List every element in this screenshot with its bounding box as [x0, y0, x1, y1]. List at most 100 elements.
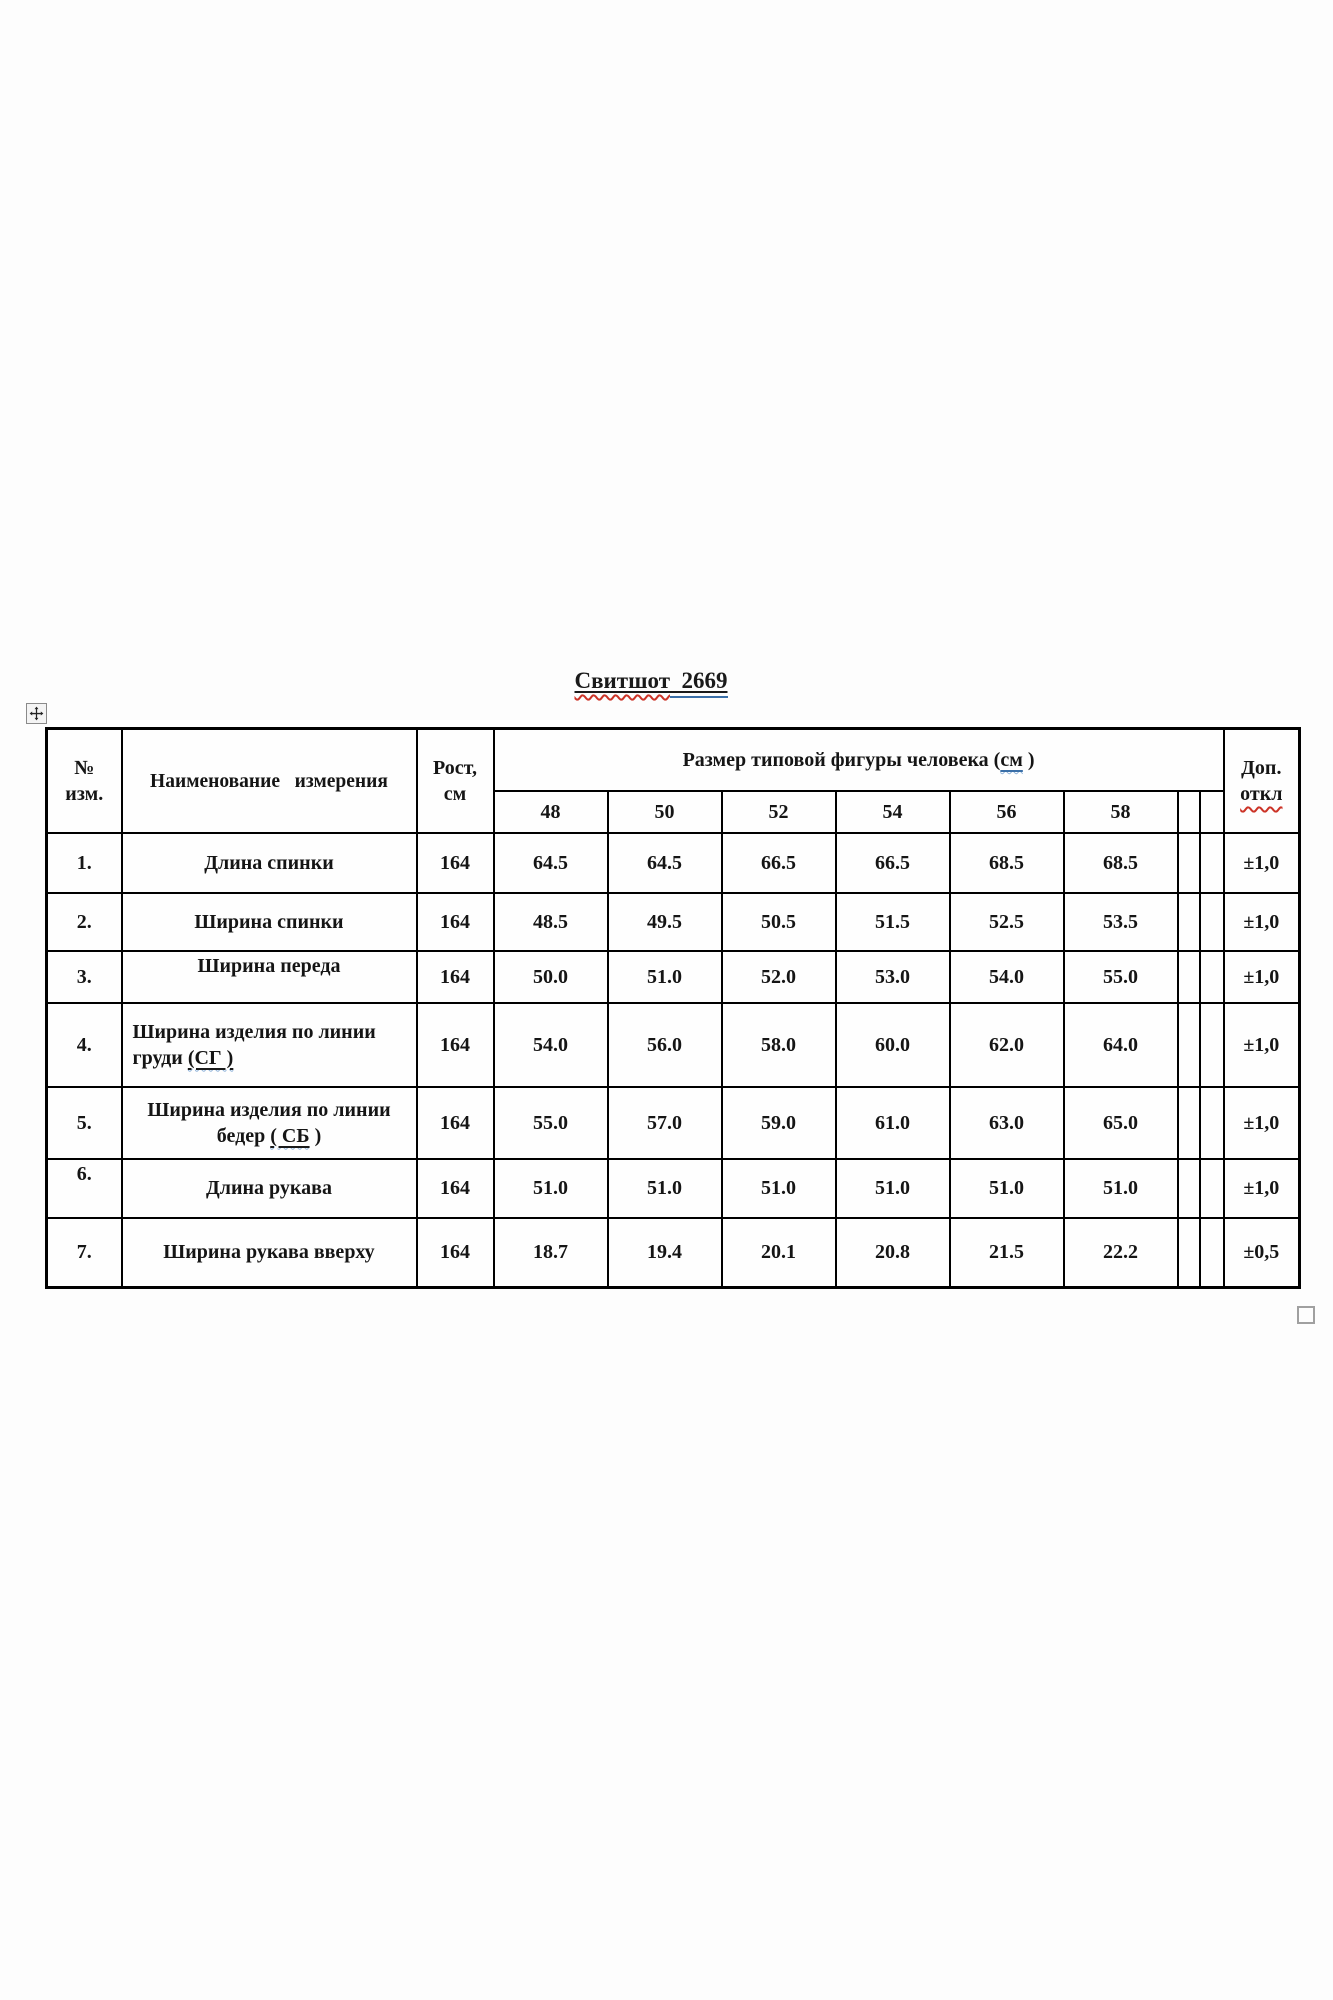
- empty-cell: [1198, 1157, 1225, 1219]
- size-value: 55.0: [492, 1085, 609, 1160]
- size-value: 18.7: [492, 1216, 609, 1289]
- table-header-row-1: № изм. Наименование измерения Рост, см Р…: [45, 727, 1301, 834]
- measurement-name-tail: ): [309, 1124, 322, 1147]
- table-row: 3. Ширина переда 164 50.0 51.0 52.0 53.0…: [45, 949, 1301, 1004]
- row-number: 2.: [45, 891, 123, 952]
- size-value: 62.0: [948, 1001, 1065, 1088]
- size-value: 54.0: [948, 949, 1065, 1004]
- size-value: 64.5: [606, 831, 723, 894]
- empty-cell: [1198, 1001, 1225, 1088]
- header-size-52: 52: [720, 789, 837, 834]
- size-value: 58.0: [720, 1001, 837, 1088]
- measurement-name: Ширина рукава вверху: [120, 1216, 418, 1289]
- size-value: 68.5: [948, 831, 1065, 894]
- size-value: 50.5: [720, 891, 837, 952]
- size-value: 51.0: [492, 1157, 609, 1219]
- measurement-name-text: Длина спинки: [204, 851, 334, 874]
- height-value: 164: [415, 891, 495, 952]
- size-table: № изм. Наименование измерения Рост, см Р…: [45, 727, 1302, 1289]
- row-number: 6.: [45, 1157, 123, 1219]
- table-resize-handle[interactable]: [1297, 1306, 1315, 1324]
- size-value: 19.4: [606, 1216, 723, 1289]
- header-measurement-name: Наименование измерения: [120, 727, 418, 834]
- size-value: 64.0: [1062, 1001, 1179, 1088]
- size-value: 55.0: [1062, 949, 1179, 1004]
- size-value: 51.0: [720, 1157, 837, 1219]
- header-size-54: 54: [834, 789, 951, 834]
- empty-cell: [1176, 1085, 1201, 1160]
- title-separator: [670, 668, 682, 693]
- empty-cell: [1198, 891, 1225, 952]
- header-tolerance: Доп. откл: [1222, 727, 1301, 834]
- measurement-name-text: Ширина изделия по линии груди: [132, 1020, 376, 1069]
- height-value: 164: [415, 1001, 495, 1088]
- table-row: 4. Ширина изделия по линии груди (СГ ) 1…: [45, 1001, 1301, 1088]
- table-row: 2. Ширина спинки 164 48.5 49.5 50.5 51.5…: [45, 891, 1301, 952]
- size-value: 22.2: [1062, 1216, 1179, 1289]
- size-value: 61.0: [834, 1085, 951, 1160]
- table-move-handle[interactable]: [26, 703, 47, 724]
- size-value: 63.0: [948, 1085, 1065, 1160]
- size-value: 68.5: [1062, 831, 1179, 894]
- size-value: 54.0: [492, 1001, 609, 1088]
- size-value: 66.5: [834, 831, 951, 894]
- empty-cell: [1198, 831, 1225, 894]
- row-number: 7.: [45, 1216, 123, 1289]
- header-height: Рост, см: [415, 727, 495, 834]
- measurement-name-text: Ширина переда: [197, 954, 341, 977]
- measurement-name-text: Ширина изделия по линии бедер: [147, 1098, 391, 1147]
- size-value: 56.0: [606, 1001, 723, 1088]
- header-size-58: 58: [1062, 789, 1179, 834]
- size-group-unit: см: [1000, 748, 1023, 771]
- size-group-prefix: Размер типовой фигуры человека (: [682, 748, 1001, 771]
- empty-cell: [1176, 949, 1201, 1004]
- tolerance-value: ±0,5: [1222, 1216, 1301, 1289]
- measurement-name: Длина рукава: [120, 1157, 418, 1219]
- tolerance-value: ±1,0: [1222, 949, 1301, 1004]
- height-value: 164: [415, 831, 495, 894]
- header-empty-cell: [1176, 789, 1201, 834]
- tolerance-value: ±1,0: [1222, 1001, 1301, 1088]
- table-body: 1. Длина спинки 164 64.5 64.5 66.5 66.5 …: [45, 831, 1301, 1289]
- empty-cell: [1176, 1001, 1201, 1088]
- row-number: 1.: [45, 831, 123, 894]
- header-size-group: Размер типовой фигуры человека (см ): [492, 727, 1225, 792]
- empty-cell: [1176, 891, 1201, 952]
- header-tolerance-line2: откл: [1240, 782, 1283, 805]
- header-measure-number-line1: №: [74, 756, 95, 779]
- size-value: 20.8: [834, 1216, 951, 1289]
- measurement-name-text: Длина рукава: [206, 1177, 332, 1199]
- header-size-48: 48: [492, 789, 609, 834]
- measurement-name-abbr: ( СБ: [270, 1124, 310, 1147]
- size-value: 57.0: [606, 1085, 723, 1160]
- tolerance-value: ±1,0: [1222, 1157, 1301, 1219]
- size-value: 65.0: [1062, 1085, 1179, 1160]
- empty-cell: [1176, 1216, 1201, 1289]
- height-value: 164: [415, 949, 495, 1004]
- size-value: 53.5: [1062, 891, 1179, 952]
- measurement-name-abbr: (СГ ): [187, 1046, 234, 1069]
- measurement-name: Ширина спинки: [120, 891, 418, 952]
- empty-cell: [1198, 949, 1225, 1004]
- height-value: 164: [415, 1085, 495, 1160]
- size-value: 53.0: [834, 949, 951, 1004]
- empty-cell: [1176, 831, 1201, 894]
- header-measurement-name-label: Наименование измерения: [150, 770, 388, 792]
- size-value: 51.0: [948, 1157, 1065, 1219]
- size-value: 21.5: [948, 1216, 1065, 1289]
- header-height-line1: Рост,: [433, 756, 477, 779]
- header-height-line2: см: [443, 782, 467, 805]
- height-value: 164: [415, 1216, 495, 1289]
- row-number: 5.: [45, 1085, 123, 1160]
- measurement-name-text: Ширина рукава вверху: [163, 1241, 375, 1264]
- size-value: 20.1: [720, 1216, 837, 1289]
- table-row: 6. Длина рукава 164 51.0 51.0 51.0 51.0 …: [45, 1157, 1301, 1219]
- table-row: 7. Ширина рукава вверху 164 18.7 19.4 20…: [45, 1216, 1301, 1289]
- move-arrows-icon: [29, 706, 44, 721]
- size-group-suffix: ): [1022, 748, 1035, 771]
- size-value: 52.0: [720, 949, 837, 1004]
- size-value: 50.0: [492, 949, 609, 1004]
- size-value: 51.0: [834, 1157, 951, 1219]
- size-value: 59.0: [720, 1085, 837, 1160]
